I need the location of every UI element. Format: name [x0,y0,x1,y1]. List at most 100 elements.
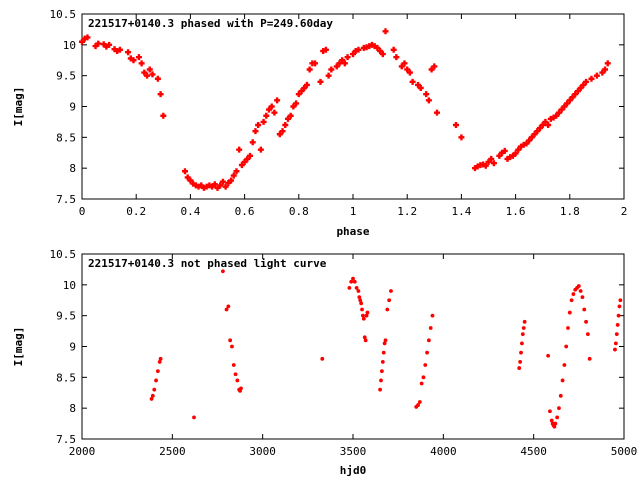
data-point [583,78,590,85]
data-point [95,40,102,47]
data-point [312,60,319,67]
data-points [149,269,623,429]
data-point [257,146,264,153]
data-point [360,307,364,312]
data-point [379,51,386,58]
data-point [519,350,523,355]
x-tick-label: 2 [621,205,628,218]
x-tick-labels: 2000 2500 3000 3500 4000 4500 5000 [69,445,638,458]
data-point [378,387,382,392]
data-point [423,91,430,98]
data-point [317,78,324,85]
x-tick-label: 0.2 [126,205,146,218]
data-point [618,298,623,303]
data-point [562,363,567,367]
data-point [425,97,432,104]
data-point [247,152,254,159]
y-tick-label: 9.5 [56,310,76,323]
data-point [192,415,196,420]
data-point [149,71,156,78]
data-point [428,326,433,330]
data-point [383,338,388,343]
data-point [545,122,552,128]
phased-light-curve-panel: 0 0.2 0.4 0.6 0.8 1 1.2 1.4 1.6 1.8 2 7.5 8 8.5 9 9.5 1… [12,8,627,238]
data-point [303,81,310,88]
data-point [421,375,426,380]
data-point [239,386,243,391]
y-tick-labels: 7.5 8 8.5 9 9.5 10 10.5 [50,8,77,206]
data-point [344,54,351,61]
x-tick-label: 3500 [340,445,367,458]
data-point [389,289,393,293]
data-point [255,122,262,128]
data-point [236,146,243,153]
x-tick-label: 0 [79,205,86,218]
data-point [363,338,368,343]
data-point [361,313,365,318]
data-point [271,109,278,116]
data-point [409,78,416,85]
data-point [365,310,370,315]
data-points [79,28,611,191]
data-point [417,85,424,91]
data-point [616,313,621,318]
y-tick-label: 9.5 [56,70,76,83]
data-point [106,41,113,48]
data-point [571,292,576,296]
data-point [512,150,519,157]
y-tick-label: 8.5 [56,131,76,144]
x-tick-label: 4000 [430,445,457,458]
axis-ticks [81,253,625,440]
x-tick-label: 0.4 [180,205,200,218]
x-tick-label: 4500 [520,445,547,458]
data-point [452,122,459,128]
y-tick-label: 10 [63,279,76,292]
data-point [593,72,600,79]
data-point [552,424,557,429]
data-point [231,363,236,367]
data-point [553,421,558,426]
x-tick-label: 1.6 [506,205,526,218]
y-tick-label: 7.5 [56,433,76,446]
data-point [584,319,588,324]
data-point [390,46,397,53]
data-point [352,279,357,284]
data-point [417,400,422,404]
data-point [322,46,329,53]
data-point [380,369,384,374]
plot-annotation: 221517+0140.3 not phased light curve [88,257,327,270]
plot-annotation: 221517+0140.3 phased with P=249.60day [88,17,333,30]
x-tick-label: 1 [350,205,357,218]
data-point [160,112,167,119]
data-point [150,393,155,398]
data-point [567,310,572,315]
data-point [406,69,413,76]
data-point [155,369,160,374]
data-point [152,387,157,392]
data-point [518,360,523,364]
y-tick-label: 10.5 [50,8,77,21]
data-point [426,338,431,343]
data-point [382,341,387,346]
data-point [221,269,225,274]
y-axis-title: I[mag] [12,87,25,127]
data-point [385,307,390,312]
data-point [252,128,259,135]
data-point [217,182,224,189]
data-point [125,49,132,56]
data-point [224,307,229,312]
x-tick-label: 1.2 [397,205,417,218]
data-point [393,54,400,61]
y-tick-label: 10.5 [50,248,77,261]
data-point [260,118,267,125]
data-point [585,332,590,337]
x-axis-title: phase [336,225,369,238]
data-point [274,97,281,104]
data-point [578,289,583,293]
y-tick-label: 8.5 [56,371,76,384]
data-point [306,66,313,73]
data-point [181,168,188,175]
data-point [347,286,352,290]
data-point [228,177,235,184]
